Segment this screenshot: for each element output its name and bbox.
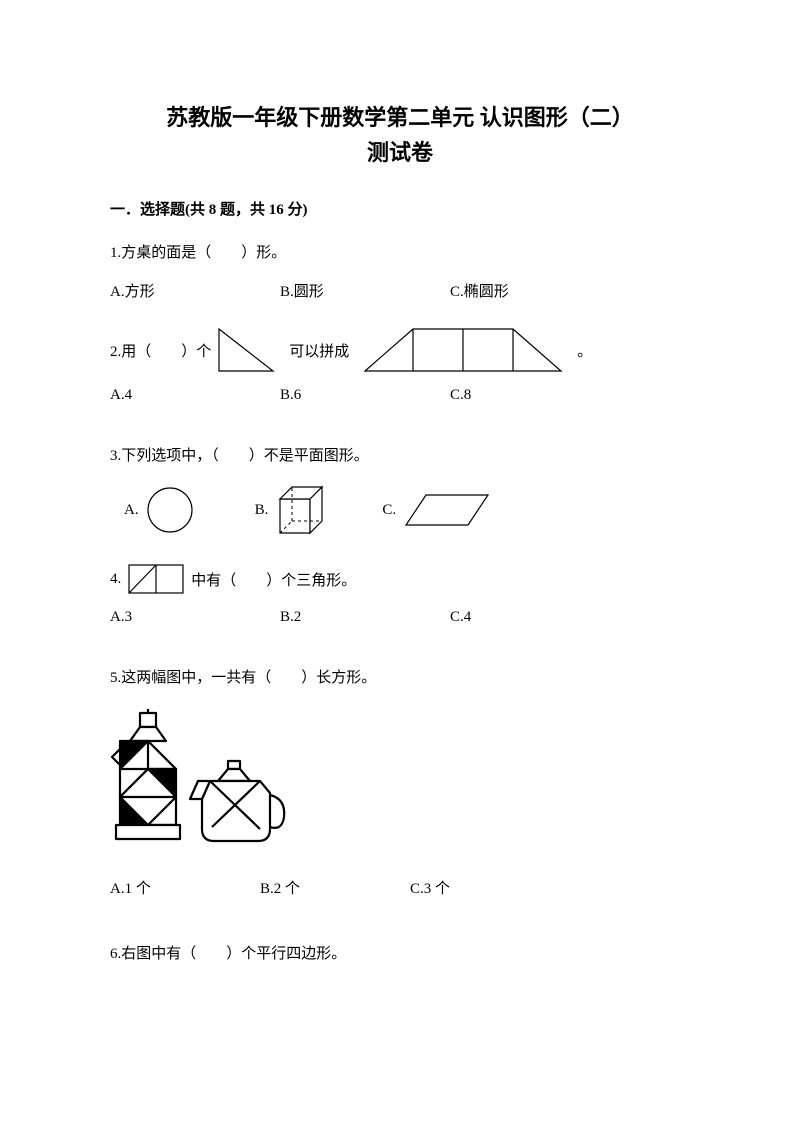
- q5-figure: [110, 709, 690, 859]
- q2-option-b: B.6: [280, 387, 450, 404]
- q5-option-c: C.3 个: [410, 877, 560, 898]
- q3-options: A. B. C.: [110, 483, 690, 537]
- q3-label-c: C.: [382, 502, 396, 519]
- q2-mid: 可以拼成: [289, 340, 349, 361]
- q3-parallelogram-figure: [402, 491, 492, 529]
- q4-option-c: C.4: [450, 609, 620, 626]
- q5-option-b: B.2 个: [260, 877, 410, 898]
- q4-options: A.3 B.2 C.4: [110, 609, 690, 626]
- title-line1: 苏教版一年级下册数学第二单元 认识图形（二）: [110, 100, 690, 135]
- q2-options: A.4 B.6 C.8: [110, 387, 690, 404]
- q3-label-b: B.: [255, 502, 269, 519]
- q1-option-b: B.圆形: [280, 280, 450, 301]
- q4-row: 4. 中有（ ）个三角形。: [110, 563, 690, 595]
- q3-circle-figure: [145, 485, 195, 535]
- q3-label-a: A.: [124, 502, 139, 519]
- q4-figure: [127, 563, 185, 595]
- q2-triangle-figure: [217, 327, 275, 373]
- q1-options: A.方形 B.圆形 C.椭圆形: [110, 280, 690, 301]
- q6-text: 6.右图中有（ ）个平行四边形。: [110, 938, 690, 971]
- q2-option-c: C.8: [450, 387, 620, 404]
- q3-text: 3.下列选项中，（ ）不是平面图形。: [110, 440, 690, 473]
- q4-option-a: A.3: [110, 609, 280, 626]
- q3-cube-figure: [274, 483, 328, 537]
- q1-option-c: C.椭圆形: [450, 280, 620, 301]
- q2-option-a: A.4: [110, 387, 280, 404]
- q1-text: 1.方桌的面是（ ）形。: [110, 237, 690, 270]
- q5-option-a: A.1 个: [110, 877, 260, 898]
- title-line2: 测试卷: [110, 135, 690, 170]
- page-title: 苏教版一年级下册数学第二单元 认识图形（二） 测试卷: [110, 100, 690, 170]
- q2-pre: 2.用（ ）个: [110, 340, 211, 361]
- q4-pre: 4.: [110, 571, 121, 588]
- q5-options: A.1 个 B.2 个 C.3 个: [110, 877, 690, 898]
- q4-option-b: B.2: [280, 609, 450, 626]
- q1-option-a: A.方形: [110, 280, 280, 301]
- q2-post: 。: [577, 340, 592, 361]
- section-1-header: 一．选择题(共 8 题，共 16 分): [110, 198, 690, 219]
- q5-text: 5.这两幅图中，一共有（ ）长方形。: [110, 662, 690, 695]
- q2-trapezoid-figure: [363, 327, 563, 373]
- q2-row: 2.用（ ）个 可以拼成 。: [110, 327, 690, 373]
- q4-mid: 中有（ ）个三角形。: [191, 569, 356, 590]
